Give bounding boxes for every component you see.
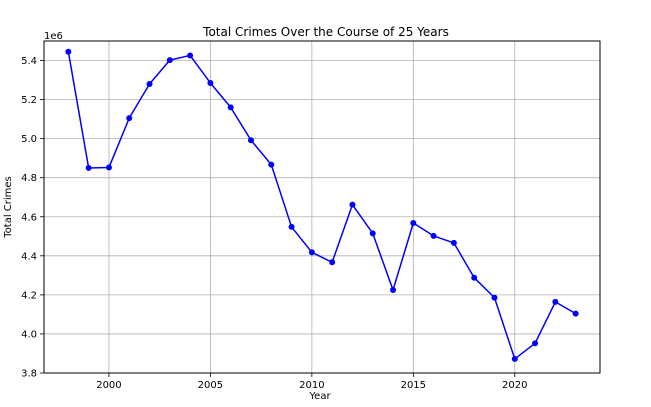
data-point bbox=[146, 80, 153, 87]
data-point bbox=[65, 48, 72, 55]
y-tick-label: 4.4 bbox=[21, 251, 37, 262]
series-layer bbox=[65, 48, 579, 362]
axis-ticks: 2000 2005 2010 2015 2020 3.8 4.0 4.2 4.4 4.6 4.8 5.… bbox=[21, 56, 527, 391]
data-point bbox=[308, 249, 315, 256]
y-tick-label: 5.4 bbox=[21, 56, 37, 67]
series-line bbox=[67, 51, 577, 360]
data-point bbox=[491, 294, 498, 301]
x-tick-label: 2005 bbox=[198, 380, 223, 391]
data-point bbox=[410, 220, 417, 227]
data-point bbox=[471, 274, 478, 281]
data-point bbox=[227, 104, 234, 111]
data-point bbox=[126, 115, 133, 122]
data-point bbox=[166, 57, 173, 64]
x-tick-label: 2020 bbox=[502, 380, 527, 391]
y-tick-label: 5.0 bbox=[21, 134, 37, 145]
data-point bbox=[572, 310, 579, 317]
data-point bbox=[187, 52, 194, 59]
data-point bbox=[390, 287, 397, 293]
y-tick-label: 4.2 bbox=[21, 290, 37, 301]
data-point bbox=[247, 137, 254, 144]
data-point bbox=[430, 232, 437, 239]
x-tick-label: 2010 bbox=[299, 380, 324, 391]
y-tick-label: 4.6 bbox=[21, 212, 37, 223]
y-axis-title: Total Crimes bbox=[3, 176, 14, 239]
data-point bbox=[450, 239, 457, 246]
data-point bbox=[288, 223, 295, 230]
x-tick-label: 2000 bbox=[96, 380, 121, 391]
data-point bbox=[349, 201, 356, 208]
data-point bbox=[552, 298, 559, 305]
y-tick-label: 4.8 bbox=[21, 173, 37, 184]
data-point bbox=[369, 230, 376, 237]
data-point bbox=[207, 79, 214, 86]
data-point bbox=[532, 340, 539, 347]
data-point bbox=[268, 161, 275, 168]
data-point bbox=[85, 164, 92, 171]
data-point bbox=[329, 259, 336, 266]
y-tick-label: 3.8 bbox=[21, 369, 37, 380]
data-point bbox=[511, 355, 518, 362]
plot-frame bbox=[43, 40, 601, 374]
x-tick-label: 2015 bbox=[401, 380, 426, 391]
y-tick-label: 4.0 bbox=[21, 329, 37, 340]
x-axis-title: Year bbox=[308, 391, 331, 402]
grid-lines bbox=[44, 41, 600, 374]
data-point bbox=[105, 164, 112, 171]
y-tick-label: 5.2 bbox=[21, 95, 37, 106]
y-axis-offset-label: 1e6 bbox=[44, 31, 63, 42]
chart-title: Total Crimes Over the Course of 25 Years bbox=[202, 25, 449, 39]
